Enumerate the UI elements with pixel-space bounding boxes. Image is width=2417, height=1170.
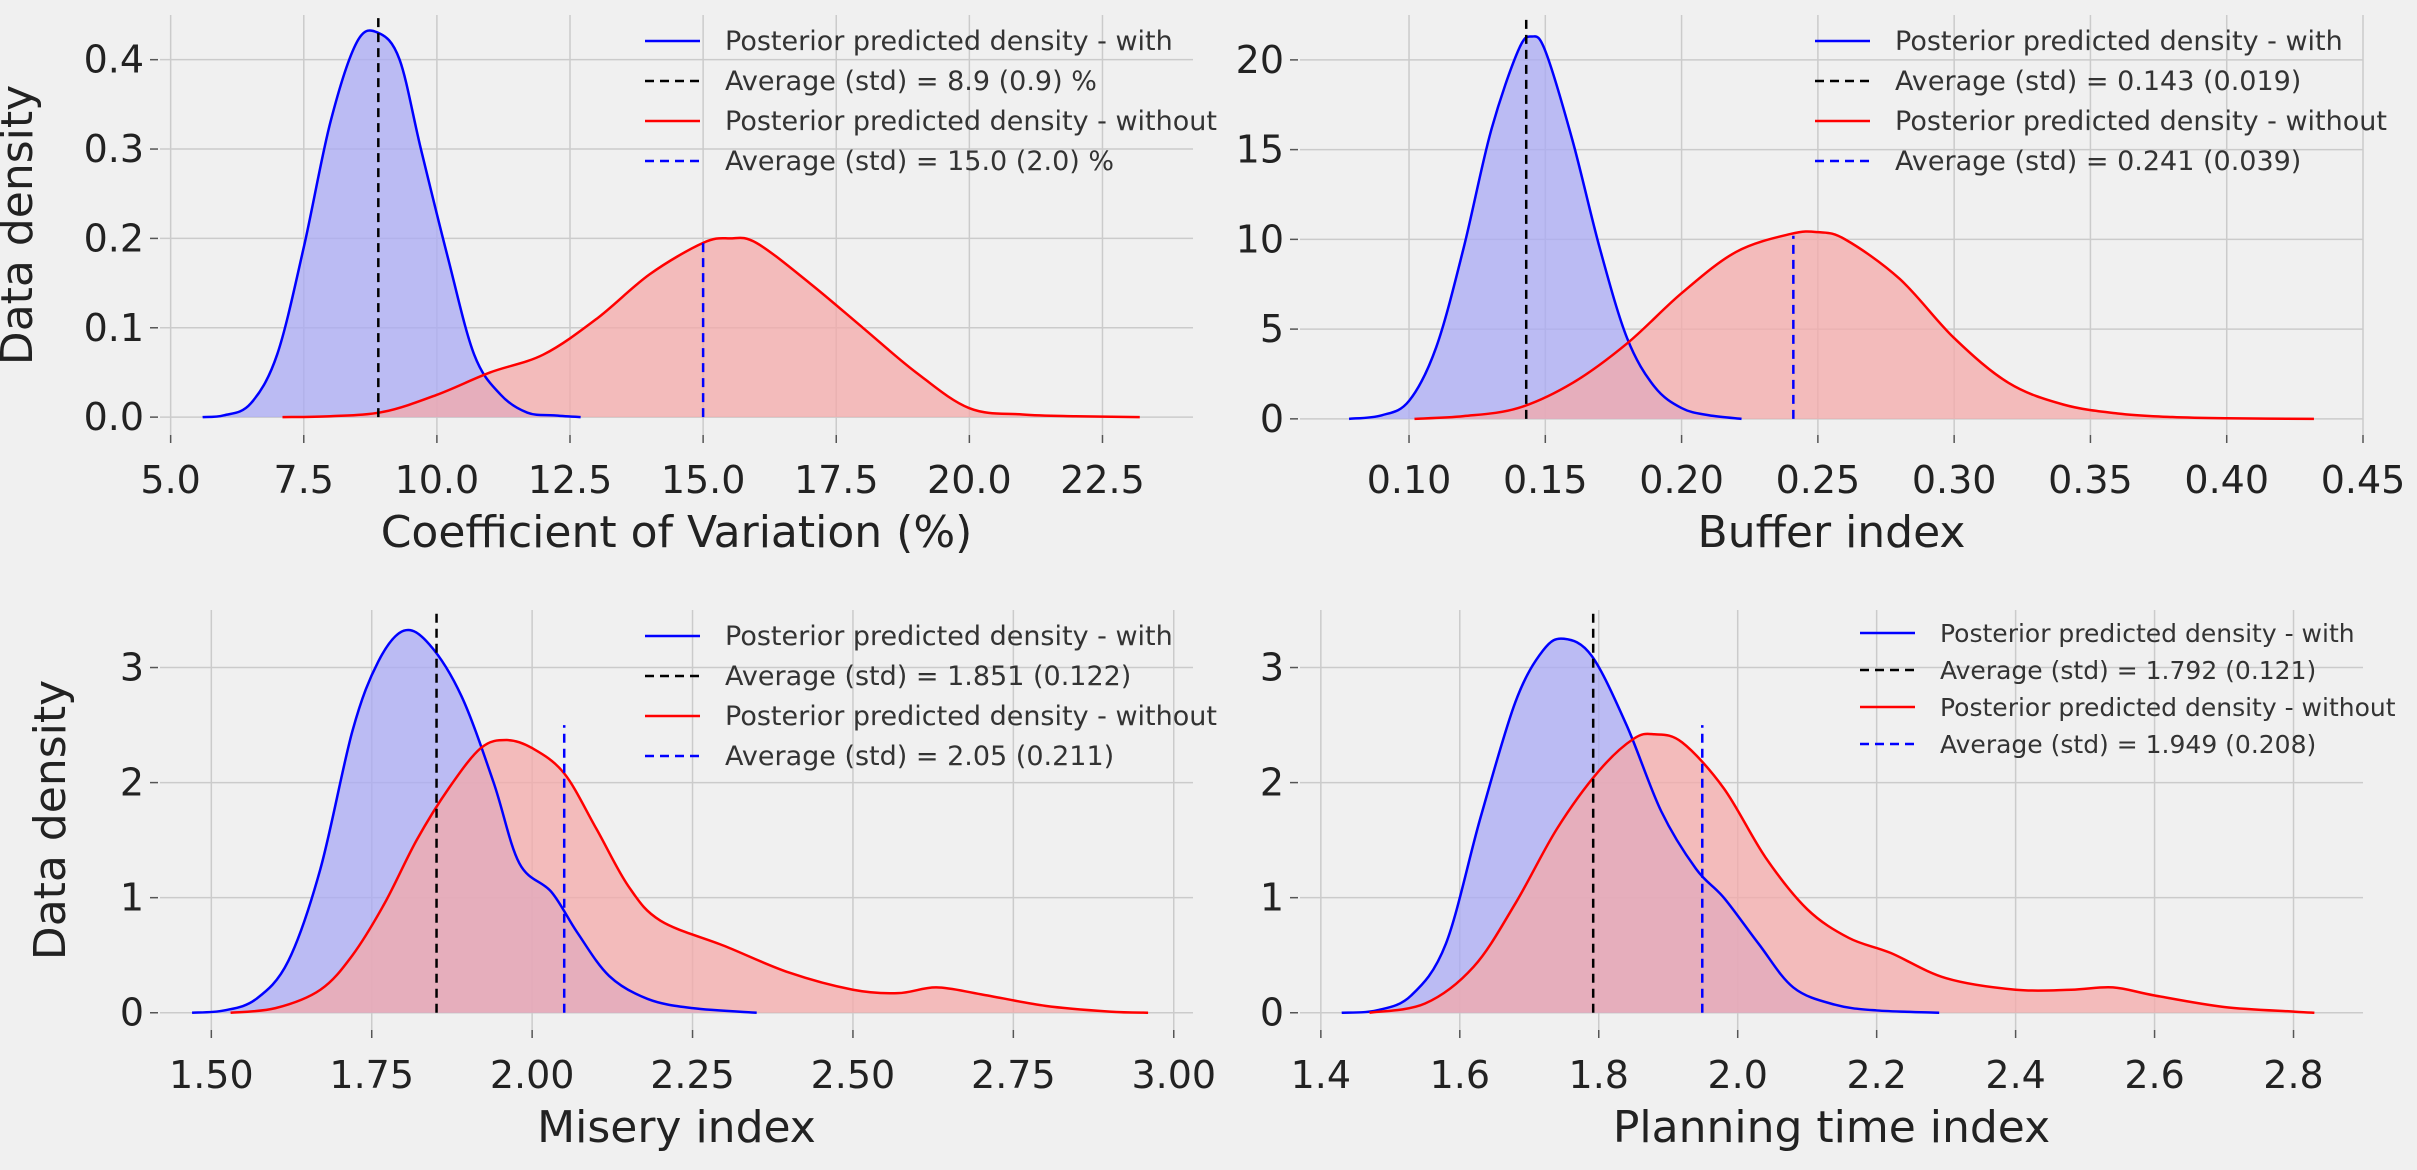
x-tick-label: 0.20 (1639, 458, 1724, 502)
legend-with-label: Posterior predicted density - with (725, 621, 1173, 652)
y-tick-label: 2 (120, 761, 144, 805)
y-tick-label: 0.3 (84, 127, 144, 171)
x-tick-label: 1.4 (1291, 1053, 1351, 1097)
y-tick-label: 0.4 (84, 38, 144, 82)
x-tick-label: 2.00 (490, 1053, 575, 1097)
legend-without-label: Posterior predicted density - without (725, 701, 1217, 732)
y-tick-label: 3 (120, 646, 144, 690)
legend: Posterior predicted density - with Averag… (1815, 26, 2387, 177)
legend-mean-without-label: Average (std) = 1.949 (0.208) (1940, 730, 2316, 759)
density-area-without (282, 237, 1140, 418)
x-tick-label: 1.8 (1569, 1053, 1629, 1097)
x-tick-label: 0.10 (1367, 458, 1452, 502)
x-tick-label: 5.0 (140, 458, 200, 502)
legend-mean-with-label: Average (std) = 1.792 (0.121) (1940, 656, 2316, 685)
x-tick-label: 2.8 (2263, 1053, 2323, 1097)
legend-mean-without-label: Average (std) = 2.05 (0.211) (725, 741, 1114, 772)
y-tick-label: 15 (1236, 128, 1284, 172)
legend-without-label: Posterior predicted density - without (725, 106, 1217, 137)
y-tick-label: 0 (120, 991, 144, 1035)
y-axis-label: Data density (25, 680, 76, 960)
legend-with-label: Posterior predicted density - with (1895, 26, 2343, 57)
x-tick-label: 2.50 (811, 1053, 896, 1097)
x-tick-label: 2.0 (1707, 1053, 1767, 1097)
density-line-with (191, 628, 757, 1014)
x-tick-label: 0.35 (2048, 458, 2133, 502)
x-tick-label: 2.2 (1846, 1053, 1906, 1097)
density-area-without (1369, 733, 2315, 1013)
x-tick-label: 2.4 (1985, 1053, 2045, 1097)
density-area-without (1414, 231, 2314, 419)
legend-without-label: Posterior predicted density - without (1895, 106, 2387, 137)
density-line-without (1414, 230, 2314, 421)
legend-with-label: Posterior predicted density - with (725, 26, 1173, 57)
y-tick-label: 0 (1260, 397, 1284, 441)
y-tick-label: 20 (1236, 38, 1284, 82)
x-tick-label: 22.5 (1060, 458, 1145, 502)
legend: Posterior predicted density - with Averag… (1860, 619, 2396, 759)
y-axis-label: Data density (0, 85, 43, 365)
density-line-with (202, 29, 581, 419)
x-axis-label: Coefficient of Variation (%) (381, 507, 973, 558)
x-tick-label: 12.5 (528, 458, 613, 502)
x-axis-label: Misery index (537, 1102, 816, 1153)
density-line-without (282, 236, 1140, 419)
x-tick-label: 17.5 (794, 458, 879, 502)
x-tick-label: 0.15 (1503, 458, 1588, 502)
x-tick-label: 1.75 (329, 1053, 414, 1097)
y-tick-label: 0.2 (84, 216, 144, 260)
density-line-with (1348, 35, 1742, 421)
legend: Posterior predicted density - with Averag… (645, 26, 1217, 177)
chart-panel-3: 1.50 1.75 2.00 2.25 2.50 2.75 3.00 0 1 2 3 Misery i… (25, 610, 1217, 1153)
density-line-without (1369, 732, 2315, 1014)
y-tick-label: 1 (120, 876, 144, 920)
density-area-with (1349, 36, 1742, 419)
x-tick-label: 2.75 (971, 1053, 1056, 1097)
x-tick-label: 0.30 (1912, 458, 1997, 502)
legend-mean-with-label: Average (std) = 0.143 (0.019) (1895, 66, 2301, 97)
y-tick-label: 0 (1260, 991, 1284, 1035)
x-axis-label: Buffer index (1698, 507, 1966, 558)
x-tick-label: 10.0 (395, 458, 480, 502)
x-tick-label: 3.00 (1131, 1053, 1216, 1097)
legend: Posterior predicted density - with Averag… (645, 621, 1217, 772)
density-line-with (1341, 637, 1940, 1014)
y-tick-label: 0.0 (84, 395, 144, 439)
x-tick-label: 2.6 (2124, 1053, 2184, 1097)
legend-mean-with-label: Average (std) = 8.9 (0.9) % (725, 66, 1097, 97)
x-tick-label: 20.0 (927, 458, 1012, 502)
legend-mean-without-label: Average (std) = 0.241 (0.039) (1895, 146, 2301, 177)
density-line-without (230, 738, 1149, 1014)
y-tick-label: 2 (1260, 761, 1284, 805)
legend-with-label: Posterior predicted density - with (1940, 619, 2355, 648)
x-tick-label: 0.45 (2321, 458, 2406, 502)
chart-panel-2: 0.10 0.15 0.20 0.25 0.30 0.35 0.40 0.45 0 5 10 15 20… (1236, 15, 2406, 558)
x-tick-label: 2.25 (650, 1053, 735, 1097)
x-tick-label: 15.0 (661, 458, 746, 502)
x-tick-label: 1.6 (1430, 1053, 1490, 1097)
chart-panel-4: 1.4 1.6 1.8 2.0 2.2 2.4 2.6 2.8 0 1 2 3 Planning tim… (1260, 610, 2396, 1153)
y-tick-label: 0.1 (84, 306, 144, 350)
y-tick-label: 10 (1236, 217, 1284, 261)
y-tick-label: 5 (1260, 307, 1284, 351)
x-tick-label: 7.5 (274, 458, 334, 502)
x-tick-label: 0.25 (1776, 458, 1861, 502)
y-tick-label: 3 (1260, 646, 1284, 690)
x-axis-label: Planning time index (1613, 1102, 2050, 1153)
density-area-without (230, 740, 1149, 1013)
legend-without-label: Posterior predicted density - without (1940, 693, 2396, 722)
chart-panel-1: 5.0 7.5 10.0 12.5 15.0 17.5 20.0 22.5 0.0 0.1 0.2 0… (0, 15, 1217, 558)
x-tick-label: 1.50 (169, 1053, 254, 1097)
legend-mean-with-label: Average (std) = 1.851 (0.122) (725, 661, 1131, 692)
x-tick-label: 0.40 (2184, 458, 2269, 502)
y-tick-label: 1 (1260, 876, 1284, 920)
density-area-with (202, 30, 581, 418)
legend-mean-without-label: Average (std) = 15.0 (2.0) % (725, 146, 1114, 177)
